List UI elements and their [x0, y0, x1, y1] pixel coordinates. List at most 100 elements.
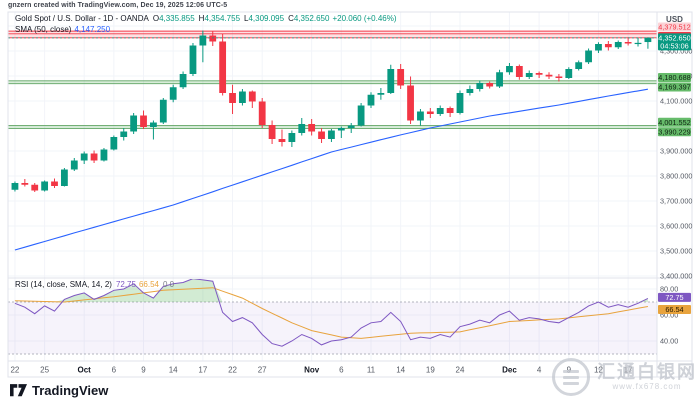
svg-text:4,100.000: 4,100.000 — [660, 97, 692, 106]
svg-text:40.00: 40.00 — [660, 337, 678, 346]
tradingview-logo-icon — [10, 384, 27, 397]
candle — [51, 178, 58, 188]
candle — [506, 63, 513, 75]
ohlc-value: 4,354.755 — [204, 14, 241, 23]
symbol-legend[interactable]: Gold Spot / U.S. Dollar - 1D - OANDA O4,3… — [15, 14, 397, 23]
rsi-line[interactable] — [14, 279, 649, 347]
svg-text:Dec: Dec — [502, 366, 517, 375]
svg-text:Oct: Oct — [78, 366, 92, 375]
candle — [525, 70, 533, 79]
time-axis[interactable]: 22 25 Oct 6 9 14 17 22 27 Nov 6 11 14 19 24 Dec 4 9 12 17 — [10, 366, 633, 375]
symbol-title[interactable]: Gold Spot / U.S. Dollar - 1D - OANDA — [15, 14, 149, 23]
candle — [545, 72, 553, 79]
candle — [21, 179, 29, 187]
svg-text:9: 9 — [567, 366, 572, 375]
candle — [179, 71, 187, 89]
sma-legend[interactable]: SMA (50, close) 4,147.250 — [15, 25, 110, 34]
sma-value: 4,147.250 — [74, 25, 111, 34]
svg-text:14: 14 — [169, 366, 178, 375]
svg-text:3,400.000: 3,400.000 — [660, 272, 692, 281]
green-zone — [8, 125, 657, 129]
candle — [347, 123, 355, 133]
candle — [61, 168, 68, 187]
svg-text:11: 11 — [367, 366, 376, 375]
candle — [644, 37, 652, 49]
svg-text:22: 22 — [228, 366, 237, 375]
svg-text:USD: USD — [666, 15, 683, 24]
candle — [456, 90, 464, 115]
candle — [219, 34, 227, 96]
candle — [248, 90, 256, 108]
svg-text:04:53:06: 04:53:06 — [660, 41, 688, 50]
candle — [31, 183, 39, 192]
ohlc-value: 4,335.855 — [159, 14, 195, 23]
candle — [575, 60, 583, 71]
candle — [624, 37, 632, 46]
rsi-pane[interactable] — [8, 279, 657, 355]
candle — [120, 128, 128, 141]
svg-text:6: 6 — [112, 366, 117, 375]
svg-text:12: 12 — [594, 366, 603, 375]
rsi-extra-values: 0 0 — [163, 280, 175, 289]
svg-text:17: 17 — [198, 366, 207, 375]
tradingview-brand-text: TradingView — [32, 383, 109, 398]
svg-text:66.54: 66.54 — [665, 305, 683, 314]
candle — [426, 108, 434, 118]
candle — [515, 64, 523, 80]
svg-text:24: 24 — [456, 366, 465, 375]
svg-text:9: 9 — [141, 366, 146, 375]
candle — [159, 98, 167, 124]
candle — [169, 84, 177, 103]
candle — [239, 89, 246, 106]
svg-text:80.00: 80.00 — [660, 285, 678, 294]
svg-text:6: 6 — [339, 366, 344, 375]
svg-text:25: 25 — [40, 366, 49, 375]
ohlc-values: O4,335.855 H4,354.755 L4,309.095 C4,352.650 — [149, 14, 330, 23]
candle — [70, 158, 78, 171]
candle — [634, 38, 642, 47]
candle — [585, 48, 592, 64]
svg-text:3,500.000: 3,500.000 — [660, 247, 692, 256]
candle — [328, 129, 335, 142]
candle — [476, 80, 484, 92]
ohlc-value: 4,352.650 — [293, 14, 330, 23]
candle — [367, 92, 375, 108]
svg-text:17: 17 — [624, 366, 633, 375]
attribution-text: gnzern created with TradingView.com, Dec… — [8, 2, 228, 9]
candle — [377, 88, 385, 100]
candle — [466, 85, 474, 96]
candle — [357, 103, 365, 127]
rsi-ma-value: 66.54 — [138, 280, 159, 289]
tradingview-footer-link[interactable]: TradingView — [10, 383, 108, 398]
green-zone — [8, 80, 657, 85]
price-axis[interactable]: USD4,300.0004,200.0004,100.0003,900.0003… — [658, 15, 692, 346]
candle — [130, 113, 138, 134]
candle — [535, 71, 543, 78]
candle — [555, 74, 563, 82]
candle — [80, 151, 88, 164]
svg-text:4,169.397: 4,169.397 — [658, 83, 690, 92]
candle — [614, 40, 622, 49]
sma50-line[interactable] — [14, 88, 648, 251]
candle — [486, 81, 494, 89]
candle — [189, 43, 197, 76]
svg-text:4,379.512: 4,379.512 — [658, 23, 690, 32]
ohlc-letter: H — [198, 14, 205, 23]
rsi-label[interactable]: RSI (14, close, SMA, 14, 2) — [15, 280, 112, 289]
rsi-legend[interactable]: RSI (14, close, SMA, 14, 2) 72.75 66.54 0 0 — [15, 280, 174, 289]
candle — [565, 67, 573, 79]
svg-text:19: 19 — [426, 366, 435, 375]
svg-text:3,800.000: 3,800.000 — [660, 172, 692, 181]
candle — [229, 84, 236, 114]
ohlc-letter: O — [152, 14, 160, 23]
main-price-pane[interactable] — [8, 30, 657, 251]
svg-text:4,001.552: 4,001.552 — [658, 118, 690, 127]
candlestick-series — [11, 30, 652, 192]
candle — [436, 105, 444, 116]
candle — [407, 76, 414, 124]
candle — [140, 110, 147, 129]
sma-label[interactable]: SMA (50, close) — [15, 25, 72, 34]
candle — [318, 128, 325, 143]
